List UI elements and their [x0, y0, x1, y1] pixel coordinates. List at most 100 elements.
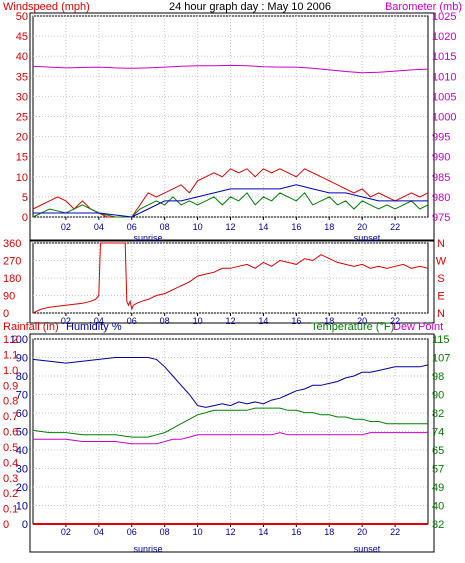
temp-ytick-40: 40	[432, 501, 444, 513]
dir-ytick-180: 180	[3, 273, 21, 285]
rain-ytick-9: 0.9	[3, 380, 18, 392]
dir-xtick-label-14: 14	[258, 316, 268, 326]
sunrise-label-3: sunrise	[133, 544, 162, 554]
wind-ytick-25: 25	[16, 112, 28, 124]
humidity-ytick-70: 70	[16, 390, 28, 402]
wind-ytick-15: 15	[16, 152, 28, 164]
dir-xtick-label-02: 02	[61, 316, 71, 326]
rain-ytick-4: 0.4	[3, 457, 18, 469]
temp-ytick-115: 115	[432, 334, 450, 346]
compass-label-1: W	[436, 256, 447, 268]
dir-ytick-270: 270	[3, 256, 21, 268]
wx-xtick-label-10: 10	[193, 527, 203, 537]
wind-xtick-label-08: 08	[160, 222, 170, 232]
wind-xtick-label-22: 22	[390, 222, 400, 232]
humidity-ytick-40: 40	[16, 445, 28, 457]
wind-xtick-label-06: 06	[127, 222, 137, 232]
baro-ytick-995: 995	[432, 132, 450, 144]
wind-xtick-label-12: 12	[225, 222, 235, 232]
wind-ytick-20: 20	[16, 132, 28, 144]
chart-title: 24 hour graph day : May 10 2006	[169, 1, 331, 13]
windspeed-axis-label: Windspeed (mph)	[3, 1, 90, 13]
panel-frame-direction	[29, 240, 435, 324]
wx-xtick-label-06: 06	[127, 527, 137, 537]
wx-xtick-label-22: 22	[390, 527, 400, 537]
baro-ytick-1025: 1025	[432, 11, 456, 23]
humidity-ytick-80: 80	[16, 371, 28, 383]
gust-line	[33, 184, 428, 218]
wind-xtick-label-04: 04	[94, 222, 104, 232]
rain-ytick-6: 0.6	[3, 427, 18, 439]
compass-label-0: N	[437, 238, 445, 250]
baro-ytick-985: 985	[432, 172, 450, 184]
rain-ytick-10: 1.0	[3, 365, 18, 377]
sunset-label-3: sunset	[354, 544, 381, 554]
wind-ytick-45: 45	[16, 31, 28, 43]
temp-ytick-98: 98	[432, 371, 444, 383]
dir-xtick-label-10: 10	[193, 316, 203, 326]
wind-xtick-label-20: 20	[357, 222, 367, 232]
wind-xtick-label-02: 02	[61, 222, 71, 232]
humidity-axis-label: Humidity %	[66, 321, 122, 333]
temp-ytick-90: 90	[432, 390, 444, 402]
rainfall-axis-label: Rainfall (in)	[3, 321, 59, 333]
baro-ytick-1005: 1005	[432, 91, 456, 103]
wx-xtick-label-08: 08	[160, 527, 170, 537]
temp-ytick-107: 107	[432, 353, 450, 365]
dir-xtick-label-08: 08	[160, 316, 170, 326]
temp-ytick-82: 82	[432, 408, 444, 420]
dir-xtick-label-22: 22	[390, 316, 400, 326]
wx-xtick-label-02: 02	[61, 527, 71, 537]
dir-ytick-0: 0	[3, 308, 9, 320]
humidity-ytick-30: 30	[16, 464, 28, 476]
rain-ytick-8: 0.8	[3, 396, 18, 408]
humidity-ytick-100: 100	[10, 334, 28, 346]
wind-ytick-30: 30	[16, 91, 28, 103]
wx-xtick-label-12: 12	[225, 527, 235, 537]
panel-frame-wind	[29, 12, 435, 241]
dir-ytick-90: 90	[3, 291, 15, 303]
windspeed-line	[32, 168, 429, 218]
wx-xtick-label-16: 16	[291, 527, 301, 537]
wind-ytick-50: 50	[16, 11, 28, 23]
rain-ytick-7: 0.7	[3, 411, 18, 423]
rain-ytick-5: 0.5	[3, 442, 18, 454]
rain-ytick-3: 0.3	[3, 473, 18, 485]
wx-xtick-label-20: 20	[357, 527, 367, 537]
temp-ytick-57: 57	[432, 464, 444, 476]
barometer-line	[32, 64, 429, 74]
humidity-ytick-50: 50	[16, 427, 28, 439]
compass-label-2: S	[437, 273, 444, 285]
rain-ytick-11: 1.1	[3, 349, 18, 361]
temperature-line	[32, 407, 428, 438]
dir-xtick-label-06: 06	[127, 316, 137, 326]
temp-ytick-65: 65	[432, 445, 444, 457]
humidity-ytick-10: 10	[16, 501, 28, 513]
dir-xtick-label-20: 20	[357, 316, 367, 326]
dewpoint-line	[33, 432, 428, 445]
sunrise-label-1: sunrise	[133, 233, 162, 243]
rain-ytick-0: 0	[3, 519, 9, 531]
avg-wind-line	[32, 192, 429, 218]
compass-label-4: N	[437, 308, 445, 320]
humidity-ytick-20: 20	[16, 482, 28, 494]
sunset-label-1: sunset	[354, 233, 381, 243]
temp-ytick-49: 49	[432, 482, 444, 494]
panel-frame-weather	[29, 333, 435, 553]
compass-label-3: E	[437, 291, 444, 303]
wind-ytick-35: 35	[16, 71, 28, 83]
wx-xtick-label-04: 04	[94, 527, 104, 537]
wx-xtick-label-18: 18	[324, 527, 334, 537]
dir-xtick-label-18: 18	[324, 316, 334, 326]
rain-ytick-12: 1.2	[3, 334, 18, 346]
rain-ytick-2: 0.2	[3, 488, 18, 500]
humidity-ytick-90: 90	[16, 353, 28, 365]
baro-ytick-1000: 1000	[432, 112, 456, 124]
wind-ytick-40: 40	[16, 51, 28, 63]
baro-ytick-1015: 1015	[432, 51, 456, 63]
humidity-line	[32, 357, 429, 408]
temp-ytick-32: 32	[432, 519, 444, 531]
baro-ytick-1010: 1010	[432, 71, 456, 83]
wind-xtick-label-14: 14	[258, 222, 268, 232]
